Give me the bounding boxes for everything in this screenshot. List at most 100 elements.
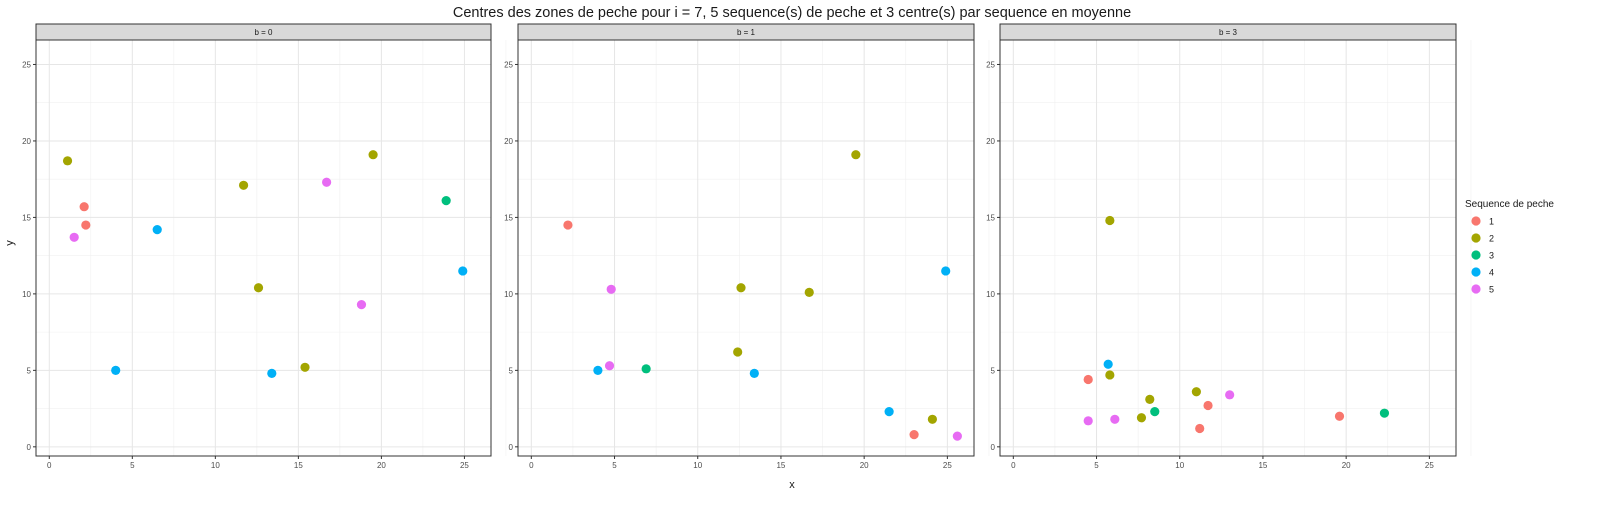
facet-strip [517,23,975,41]
data-point [909,429,919,440]
facet-strip [999,23,1457,41]
legend-item: 5 [1471,284,1494,295]
x-tick-label: 0 [1011,461,1016,470]
data-point [1150,407,1160,417]
x-tick-label: 15 [776,461,785,470]
y-tick-label: 0 [509,443,514,452]
legend-title: Sequence de peche [1465,199,1554,210]
x-tick-label: 20 [860,461,869,470]
facet-panel: b = 0 0 5 10 15 20 25 0 5 10 15 20 25 [22,23,507,470]
data-point [368,150,378,160]
data-point [1105,370,1115,380]
x-tick-label: 15 [294,461,303,470]
facet-strip-label: b = 1 [737,28,756,37]
data-point [322,177,332,187]
panel-background [36,40,491,456]
legend-key [1471,250,1481,260]
data-point [356,299,367,310]
x-tick-label: 5 [130,461,135,470]
x-tick-label: 0 [47,461,52,470]
y-tick-label: 10 [22,290,31,299]
y-tick-label: 25 [504,60,513,69]
data-point [267,368,277,379]
y-tick-label: 5 [27,366,32,375]
legend-key [1471,216,1481,226]
data-point [81,220,91,230]
data-point [941,266,951,276]
facet-panel: b = 1 0 5 10 15 20 25 0 5 10 15 20 25 [504,23,990,470]
data-point [441,195,451,206]
data-point [593,365,603,375]
facet-strip [35,23,492,41]
legend-item: 1 [1471,216,1494,227]
data-point [749,368,759,379]
panel-background [518,40,974,456]
data-point [1195,423,1205,434]
y-tick-label: 10 [986,290,995,299]
y-tick-label: 15 [22,213,31,222]
data-point [79,202,89,212]
data-point [927,414,937,424]
y-tick-label: 5 [991,366,996,375]
data-point [736,283,746,293]
data-point [1334,411,1345,421]
legend-key [1471,284,1481,294]
chart-title: Centres des zones de peche pour i = 7, 5… [453,5,1131,21]
y-tick-label: 25 [986,60,995,69]
x-tick-label: 5 [1094,461,1099,470]
data-point [1225,390,1235,400]
y-tick-label: 10 [504,290,513,299]
x-tick-label: 10 [693,461,702,470]
data-point [300,362,310,372]
data-point [1105,215,1115,226]
data-point [458,266,468,276]
data-point [152,225,162,235]
legend-label: 4 [1489,268,1494,278]
data-point [884,407,894,417]
y-tick-label: 5 [509,366,514,375]
legend-key [1471,233,1481,243]
data-point [604,361,615,371]
x-tick-label: 15 [1258,461,1267,470]
y-tick-label: 15 [504,213,513,222]
x-tick-label: 25 [943,461,952,470]
data-point [606,284,616,294]
legend-items: 1 2 3 4 5 [1471,216,1494,295]
data-point [69,232,79,242]
y-tick-label: 20 [22,137,31,146]
data-point [1103,359,1113,369]
legend-label: 2 [1489,234,1494,244]
x-tick-label: 20 [1342,461,1351,470]
data-point [733,347,743,357]
legend-label: 3 [1489,251,1494,261]
facets-layer: b = 0 0 5 10 15 20 25 0 5 10 15 20 25 b = 1 0 5 10 15 20 25… [22,23,1472,470]
legend-label: 1 [1489,217,1494,227]
x-tick-label: 0 [529,461,534,470]
y-tick-label: 25 [22,60,31,69]
y-axis-label: y [4,240,16,246]
x-tick-label: 20 [377,461,386,470]
data-point [641,364,651,374]
panel-background [1000,40,1456,456]
data-point [111,365,121,375]
legend-label: 5 [1489,285,1494,295]
y-tick-label: 20 [986,137,995,146]
data-point [851,150,861,160]
legend-item: 2 [1471,233,1494,244]
data-point [238,180,249,190]
data-point [1136,413,1147,423]
facet-strip-label: b = 0 [254,28,273,37]
x-tick-label: 25 [1425,461,1434,470]
data-point [952,431,962,441]
facet-panel: b = 3 0 5 10 15 20 25 0 5 10 15 20 25 [986,23,1472,470]
data-point [1379,408,1390,418]
x-tick-label: 25 [460,461,469,470]
y-tick-label: 0 [27,443,32,452]
data-point [1145,394,1155,405]
legend: Sequence de peche 1 2 3 4 5 [1465,199,1554,295]
data-point [804,287,814,297]
x-axis-label: x [789,479,795,491]
y-tick-label: 0 [991,443,996,452]
